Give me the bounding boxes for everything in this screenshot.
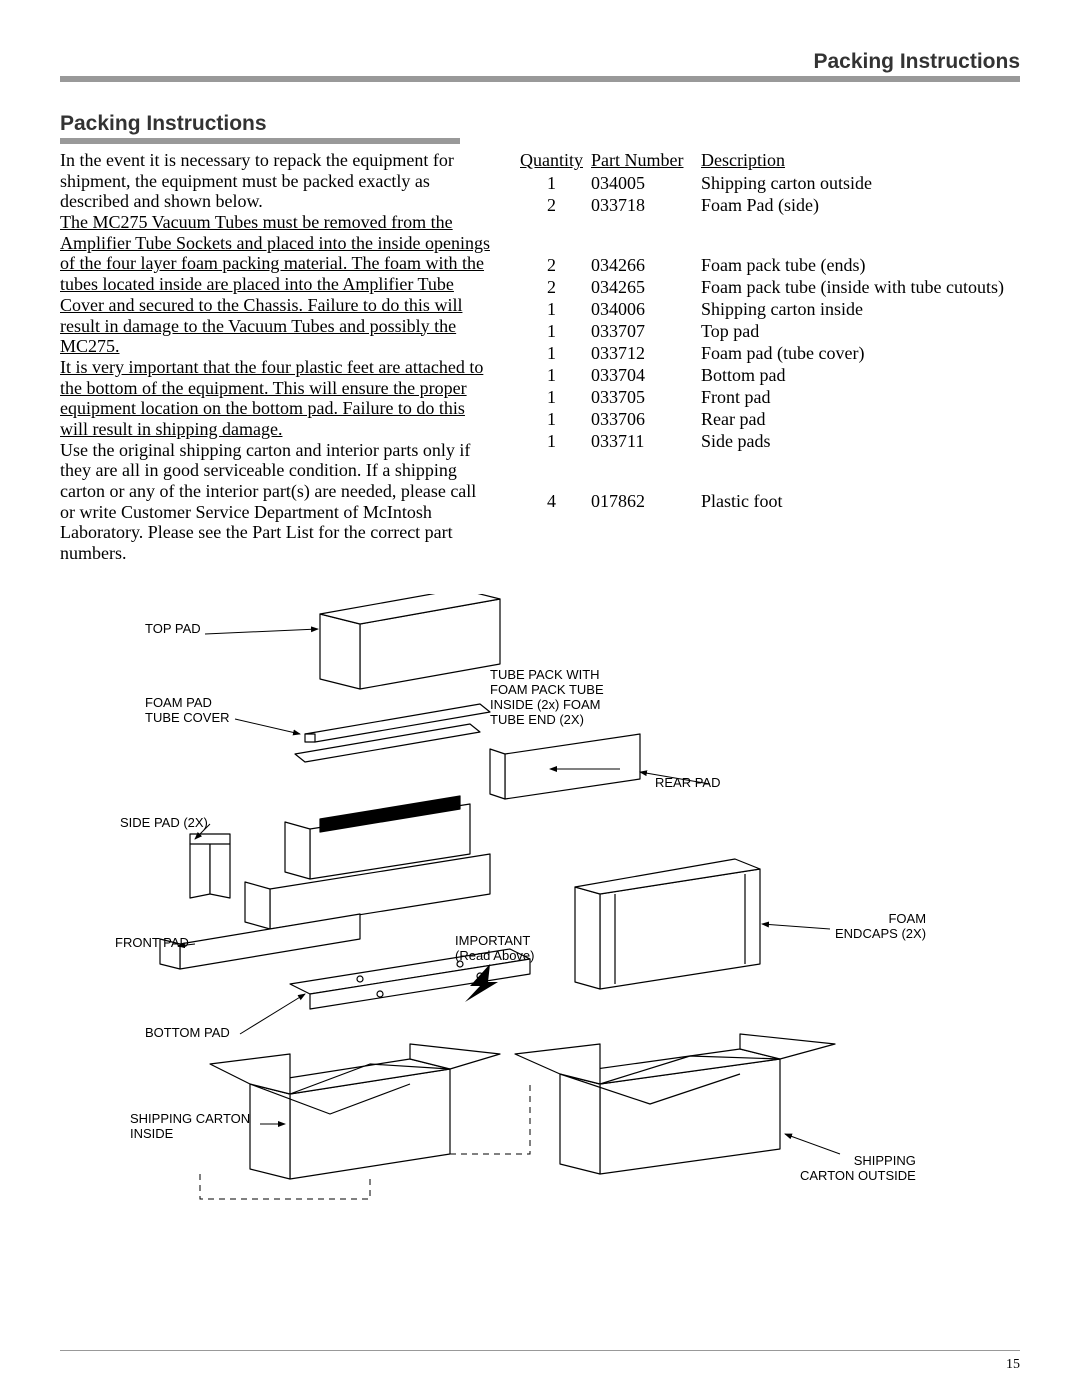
para-2: The MC275 Vacuum Tubes must be removed f…: [60, 212, 490, 356]
cell-pn: 034006: [591, 299, 701, 321]
page-number: 15: [1006, 1357, 1020, 1373]
cell-desc: Bottom pad: [701, 365, 1020, 387]
cell-qty: 1: [520, 299, 591, 321]
table-row: 1033712Foam pad (tube cover): [520, 343, 1020, 365]
label-foam-pad-tube-cover: FOAM PAD TUBE COVER: [145, 696, 230, 726]
para-4: Use the original shipping carton and int…: [60, 440, 476, 563]
table-row: 1033711Side pads: [520, 431, 1020, 453]
cell-pn: 033707: [591, 321, 701, 343]
label-important: IMPORTANT (Read Above): [455, 934, 535, 964]
cell-qty: 1: [520, 343, 591, 365]
cell-pn: 033705: [591, 387, 701, 409]
cell-pn: 034005: [591, 173, 701, 195]
cell-qty: 1: [520, 431, 591, 453]
para-1: In the event it is necessary to repack t…: [60, 150, 454, 211]
cell-desc: Side pads: [701, 431, 1020, 453]
parts-table: Quantity Part Number Description 1034005…: [520, 150, 1020, 513]
col-pn: Part Number: [591, 150, 701, 173]
cell-desc: Top pad: [701, 321, 1020, 343]
label-foam-endcaps: FOAM ENDCAPS (2X): [835, 912, 926, 942]
label-shipping-carton-outside: SHIPPING CARTON OUTSIDE: [800, 1154, 916, 1184]
label-side-pad: SIDE PAD (2X): [120, 816, 208, 831]
cell-pn: 034265: [591, 277, 701, 299]
label-bottom-pad: BOTTOM PAD: [145, 1026, 230, 1041]
body-text-column: In the event it is necessary to repack t…: [60, 150, 490, 564]
label-shipping-carton-inside: SHIPPING CARTON INSIDE: [130, 1112, 250, 1142]
header-rule: [60, 76, 1020, 82]
cell-pn: 034266: [591, 255, 701, 277]
col-qty: Quantity: [520, 150, 591, 173]
table-row: 2034265Foam pack tube (inside with tube …: [520, 277, 1020, 299]
section-title: Packing Instructions: [60, 112, 1020, 136]
cell-pn: 033704: [591, 365, 701, 387]
header-title: Packing Instructions: [60, 50, 1020, 74]
cell-pn: 017862: [591, 491, 701, 513]
table-row: 4017862Plastic foot: [520, 491, 1020, 513]
packing-diagram: TOP PAD FOAM PAD TUBE COVER SIDE PAD (2X…: [60, 594, 1020, 1214]
label-front-pad: FRONT PAD: [115, 936, 189, 951]
cell-desc: Plastic foot: [701, 491, 1020, 513]
table-row: 2033718Foam Pad (side): [520, 195, 1020, 217]
cell-qty: 1: [520, 365, 591, 387]
cell-pn: 033718: [591, 195, 701, 217]
col-desc: Description: [701, 150, 1020, 173]
footer-rule: [60, 1350, 1020, 1351]
table-row: 1033706Rear pad: [520, 409, 1020, 431]
cell-desc: Foam Pad (side): [701, 195, 1020, 217]
label-tube-pack: TUBE PACK WITH FOAM PACK TUBE INSIDE (2x…: [490, 668, 604, 728]
cell-desc: Shipping carton outside: [701, 173, 1020, 195]
cell-pn: 033711: [591, 431, 701, 453]
label-rear-pad: REAR PAD: [655, 776, 721, 791]
cell-desc: Shipping carton inside: [701, 299, 1020, 321]
cell-qty: 2: [520, 277, 591, 299]
cell-qty: 4: [520, 491, 591, 513]
table-row: 1034005Shipping carton outside: [520, 173, 1020, 195]
cell-desc: Foam pack tube (ends): [701, 255, 1020, 277]
table-row: 1033707Top pad: [520, 321, 1020, 343]
cell-desc: Foam pack tube (inside with tube cutouts…: [701, 277, 1020, 299]
cell-desc: Foam pad (tube cover): [701, 343, 1020, 365]
table-row: 1033704Bottom pad: [520, 365, 1020, 387]
cell-desc: Rear pad: [701, 409, 1020, 431]
cell-desc: Front pad: [701, 387, 1020, 409]
cell-qty: 1: [520, 173, 591, 195]
cell-qty: 1: [520, 321, 591, 343]
table-row: 1034006Shipping carton inside: [520, 299, 1020, 321]
table-row: 2034266Foam pack tube (ends): [520, 255, 1020, 277]
cell-qty: 2: [520, 195, 591, 217]
section-rule: [60, 138, 460, 144]
table-row: 1033705Front pad: [520, 387, 1020, 409]
cell-pn: 033706: [591, 409, 701, 431]
cell-qty: 2: [520, 255, 591, 277]
cell-qty: 1: [520, 409, 591, 431]
cell-qty: 1: [520, 387, 591, 409]
cell-pn: 033712: [591, 343, 701, 365]
label-top-pad: TOP PAD: [145, 622, 201, 637]
para-3: It is very important that the four plast…: [60, 357, 483, 439]
parts-table-column: Quantity Part Number Description 1034005…: [520, 150, 1020, 564]
